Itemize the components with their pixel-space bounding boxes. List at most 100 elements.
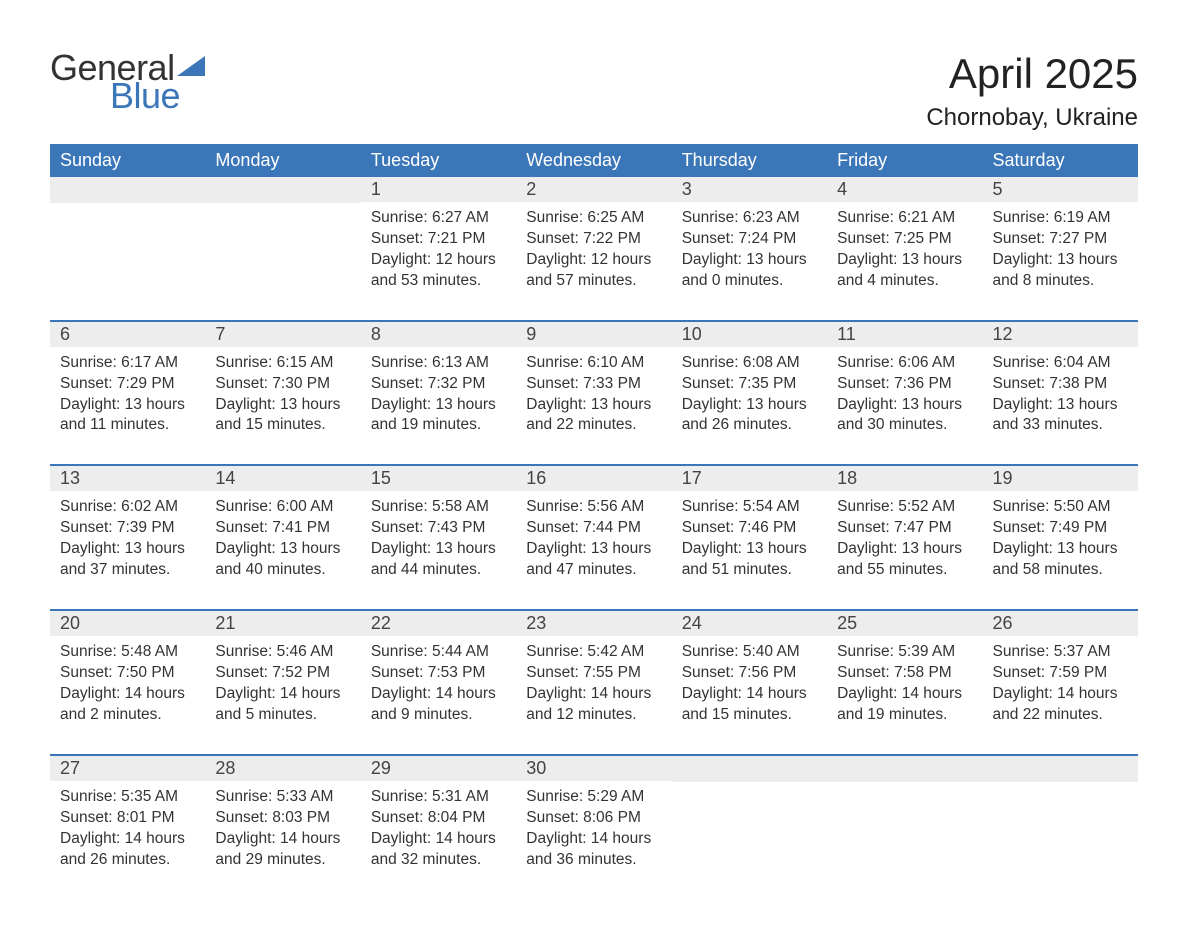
daylight-line: Daylight: 14 hours and 9 minutes. xyxy=(371,684,506,726)
daylight-line: Daylight: 14 hours and 15 minutes. xyxy=(682,684,817,726)
day-number xyxy=(50,177,205,203)
sunset-line: Sunset: 7:27 PM xyxy=(993,229,1128,250)
day-details: Sunrise: 5:29 AMSunset: 8:06 PMDaylight:… xyxy=(516,781,671,899)
page-header: General Blue April 2025 Chornobay, Ukrai… xyxy=(50,50,1138,132)
day-details: Sunrise: 5:58 AMSunset: 7:43 PMDaylight:… xyxy=(361,491,516,609)
calendar-cell: 29Sunrise: 5:31 AMSunset: 8:04 PMDayligh… xyxy=(361,755,516,899)
sunset-line: Sunset: 7:22 PM xyxy=(526,229,661,250)
sunrise-line: Sunrise: 6:27 AM xyxy=(371,208,506,229)
day-details xyxy=(205,203,360,313)
sunset-line: Sunset: 7:21 PM xyxy=(371,229,506,250)
sunrise-line: Sunrise: 6:00 AM xyxy=(215,497,350,518)
sunrise-line: Sunrise: 5:50 AM xyxy=(993,497,1128,518)
day-details: Sunrise: 6:08 AMSunset: 7:35 PMDaylight:… xyxy=(672,347,827,465)
sunset-line: Sunset: 7:46 PM xyxy=(682,518,817,539)
daylight-line: Daylight: 14 hours and 26 minutes. xyxy=(60,829,195,871)
sunset-line: Sunset: 7:36 PM xyxy=(837,374,972,395)
weekday-header: Friday xyxy=(827,144,982,177)
logo: General Blue xyxy=(50,50,205,114)
sunrise-line: Sunrise: 5:39 AM xyxy=(837,642,972,663)
day-number: 16 xyxy=(516,466,671,491)
sunset-line: Sunset: 8:03 PM xyxy=(215,808,350,829)
sunset-line: Sunset: 7:30 PM xyxy=(215,374,350,395)
day-details xyxy=(827,782,982,892)
sunrise-line: Sunrise: 6:19 AM xyxy=(993,208,1128,229)
sunrise-line: Sunrise: 5:31 AM xyxy=(371,787,506,808)
daylight-line: Daylight: 13 hours and 44 minutes. xyxy=(371,539,506,581)
day-number: 19 xyxy=(983,466,1138,491)
calendar-cell: 17Sunrise: 5:54 AMSunset: 7:46 PMDayligh… xyxy=(672,465,827,610)
sunset-line: Sunset: 7:24 PM xyxy=(682,229,817,250)
day-number: 29 xyxy=(361,756,516,781)
sunset-line: Sunset: 7:50 PM xyxy=(60,663,195,684)
day-number: 18 xyxy=(827,466,982,491)
month-title: April 2025 xyxy=(926,50,1138,98)
day-details: Sunrise: 6:02 AMSunset: 7:39 PMDaylight:… xyxy=(50,491,205,609)
sunrise-line: Sunrise: 6:15 AM xyxy=(215,353,350,374)
calendar-cell: 14Sunrise: 6:00 AMSunset: 7:41 PMDayligh… xyxy=(205,465,360,610)
calendar-cell: 13Sunrise: 6:02 AMSunset: 7:39 PMDayligh… xyxy=(50,465,205,610)
location-subtitle: Chornobay, Ukraine xyxy=(926,104,1138,132)
day-details: Sunrise: 5:46 AMSunset: 7:52 PMDaylight:… xyxy=(205,636,360,754)
sunrise-line: Sunrise: 5:46 AM xyxy=(215,642,350,663)
sunset-line: Sunset: 7:49 PM xyxy=(993,518,1128,539)
calendar-cell: 8Sunrise: 6:13 AMSunset: 7:32 PMDaylight… xyxy=(361,321,516,466)
calendar-cell: 11Sunrise: 6:06 AMSunset: 7:36 PMDayligh… xyxy=(827,321,982,466)
day-details xyxy=(983,782,1138,892)
day-number: 30 xyxy=(516,756,671,781)
day-number: 7 xyxy=(205,322,360,347)
daylight-line: Daylight: 13 hours and 40 minutes. xyxy=(215,539,350,581)
day-details: Sunrise: 5:54 AMSunset: 7:46 PMDaylight:… xyxy=(672,491,827,609)
calendar-cell: 23Sunrise: 5:42 AMSunset: 7:55 PMDayligh… xyxy=(516,610,671,755)
day-number: 20 xyxy=(50,611,205,636)
day-number: 25 xyxy=(827,611,982,636)
day-details: Sunrise: 5:48 AMSunset: 7:50 PMDaylight:… xyxy=(50,636,205,754)
daylight-line: Daylight: 14 hours and 36 minutes. xyxy=(526,829,661,871)
day-details: Sunrise: 5:35 AMSunset: 8:01 PMDaylight:… xyxy=(50,781,205,899)
daylight-line: Daylight: 14 hours and 22 minutes. xyxy=(993,684,1128,726)
sunset-line: Sunset: 7:58 PM xyxy=(837,663,972,684)
sunrise-line: Sunrise: 5:35 AM xyxy=(60,787,195,808)
day-number xyxy=(672,756,827,782)
sunrise-line: Sunrise: 6:23 AM xyxy=(682,208,817,229)
daylight-line: Daylight: 13 hours and 0 minutes. xyxy=(682,250,817,292)
sunset-line: Sunset: 7:52 PM xyxy=(215,663,350,684)
calendar-cell: 6Sunrise: 6:17 AMSunset: 7:29 PMDaylight… xyxy=(50,321,205,466)
daylight-line: Daylight: 14 hours and 19 minutes. xyxy=(837,684,972,726)
title-block: April 2025 Chornobay, Ukraine xyxy=(926,50,1138,132)
sunset-line: Sunset: 7:32 PM xyxy=(371,374,506,395)
calendar-cell: 9Sunrise: 6:10 AMSunset: 7:33 PMDaylight… xyxy=(516,321,671,466)
sunset-line: Sunset: 8:01 PM xyxy=(60,808,195,829)
daylight-line: Daylight: 14 hours and 12 minutes. xyxy=(526,684,661,726)
calendar-cell: 1Sunrise: 6:27 AMSunset: 7:21 PMDaylight… xyxy=(361,177,516,321)
calendar-cell: 2Sunrise: 6:25 AMSunset: 7:22 PMDaylight… xyxy=(516,177,671,321)
day-number xyxy=(205,177,360,203)
sunset-line: Sunset: 7:25 PM xyxy=(837,229,972,250)
day-number: 15 xyxy=(361,466,516,491)
sunrise-line: Sunrise: 6:10 AM xyxy=(526,353,661,374)
calendar-cell: 18Sunrise: 5:52 AMSunset: 7:47 PMDayligh… xyxy=(827,465,982,610)
calendar-cell: 27Sunrise: 5:35 AMSunset: 8:01 PMDayligh… xyxy=(50,755,205,899)
day-details: Sunrise: 5:44 AMSunset: 7:53 PMDaylight:… xyxy=(361,636,516,754)
sunrise-line: Sunrise: 6:08 AM xyxy=(682,353,817,374)
sunrise-line: Sunrise: 5:48 AM xyxy=(60,642,195,663)
day-details: Sunrise: 6:04 AMSunset: 7:38 PMDaylight:… xyxy=(983,347,1138,465)
day-details: Sunrise: 5:31 AMSunset: 8:04 PMDaylight:… xyxy=(361,781,516,899)
daylight-line: Daylight: 13 hours and 15 minutes. xyxy=(215,395,350,437)
daylight-line: Daylight: 13 hours and 58 minutes. xyxy=(993,539,1128,581)
calendar-cell: 26Sunrise: 5:37 AMSunset: 7:59 PMDayligh… xyxy=(983,610,1138,755)
day-number: 24 xyxy=(672,611,827,636)
calendar-body: 1Sunrise: 6:27 AMSunset: 7:21 PMDaylight… xyxy=(50,177,1138,898)
day-details: Sunrise: 6:25 AMSunset: 7:22 PMDaylight:… xyxy=(516,202,671,320)
day-number xyxy=(983,756,1138,782)
sunset-line: Sunset: 8:04 PM xyxy=(371,808,506,829)
calendar-cell xyxy=(827,755,982,899)
day-number: 3 xyxy=(672,177,827,202)
sunset-line: Sunset: 7:56 PM xyxy=(682,663,817,684)
daylight-line: Daylight: 12 hours and 53 minutes. xyxy=(371,250,506,292)
sunrise-line: Sunrise: 5:29 AM xyxy=(526,787,661,808)
day-number: 22 xyxy=(361,611,516,636)
calendar-cell: 15Sunrise: 5:58 AMSunset: 7:43 PMDayligh… xyxy=(361,465,516,610)
sunrise-line: Sunrise: 5:37 AM xyxy=(993,642,1128,663)
day-number: 4 xyxy=(827,177,982,202)
